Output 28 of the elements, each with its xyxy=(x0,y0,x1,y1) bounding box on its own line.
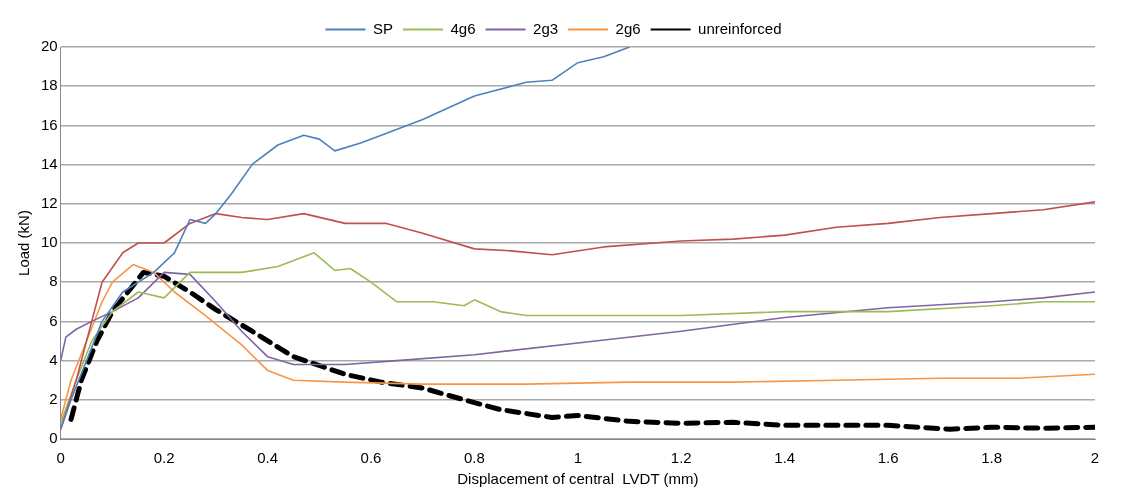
x-tick-label: 2 xyxy=(1090,449,1100,467)
legend-label: SP xyxy=(373,19,394,37)
x-tick-label: 1.2 xyxy=(670,449,692,467)
y-tick-label: 6 xyxy=(49,311,58,329)
x-tick-label: 0.6 xyxy=(360,449,382,467)
y-tick-label: 14 xyxy=(41,154,58,172)
y-tick-label: 0 xyxy=(49,429,58,447)
x-tick-label: 1.6 xyxy=(877,449,899,467)
y-tick-label: 18 xyxy=(41,76,58,94)
legend-label: 2g3 xyxy=(533,19,559,37)
y-tick-label: 20 xyxy=(41,37,58,55)
y-tick-label: 12 xyxy=(41,193,58,211)
x-axis-title: Displacement of central LVDT (mm) xyxy=(457,470,699,488)
legend-label: 2g6 xyxy=(615,19,641,37)
x-tick-label: 0.2 xyxy=(153,449,175,467)
legend-label: 4g6 xyxy=(450,19,476,37)
x-tick-label: 0.8 xyxy=(463,449,485,467)
y-tick-label: 16 xyxy=(41,115,58,133)
x-tick-label: 0.4 xyxy=(257,449,278,467)
y-tick-label: 10 xyxy=(41,233,58,251)
y-tick-label: 8 xyxy=(49,272,58,290)
y-axis-title: Load (kN) xyxy=(15,210,33,276)
legend-label: unreinforced xyxy=(698,19,782,37)
x-tick-label: 1 xyxy=(573,449,583,467)
y-tick-label: 2 xyxy=(49,389,58,407)
x-tick-label: 1.8 xyxy=(981,449,1002,467)
y-tick-label: 4 xyxy=(49,350,58,368)
x-tick-label: 1.4 xyxy=(774,449,796,467)
